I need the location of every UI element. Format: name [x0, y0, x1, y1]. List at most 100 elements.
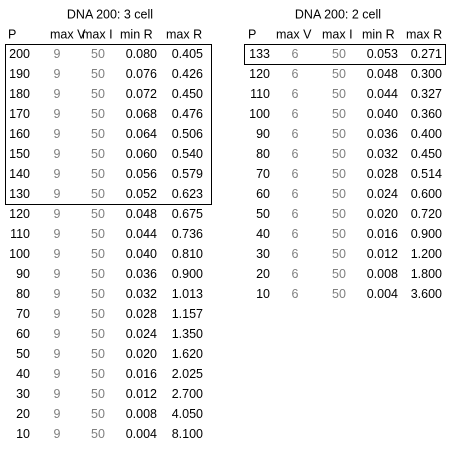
cell: 90: [256, 127, 270, 141]
cell: 0.900: [411, 227, 442, 241]
cell: 8.100: [172, 427, 203, 441]
cell: 9: [54, 187, 61, 201]
cell: 1.157: [172, 307, 203, 321]
cell: 0.476: [172, 107, 203, 121]
cell: 200: [9, 47, 30, 61]
cell: 190: [9, 67, 30, 81]
cell: 0.060: [126, 147, 157, 161]
cell: 0.072: [126, 87, 157, 101]
cell: 0.028: [126, 307, 157, 321]
cell: 0.506: [172, 127, 203, 141]
cell: 0.044: [126, 227, 157, 241]
cell: 9: [54, 327, 61, 341]
cell: 50: [91, 387, 105, 401]
cell: 50: [91, 127, 105, 141]
cell: 0.300: [411, 67, 442, 81]
cell: 140: [9, 167, 30, 181]
cell: 6: [292, 287, 299, 301]
cell: 0.623: [172, 187, 203, 201]
cell: 50: [91, 247, 105, 261]
column-header: max R: [166, 27, 202, 41]
cell: 100: [9, 247, 30, 261]
cell: 0.044: [367, 87, 398, 101]
cell: 6: [292, 87, 299, 101]
cell: 50: [91, 287, 105, 301]
cell: 50: [91, 107, 105, 121]
cell: 0.540: [172, 147, 203, 161]
cell: 0.032: [126, 287, 157, 301]
highlight-box: [244, 44, 446, 65]
cell: 0.400: [411, 127, 442, 141]
cell: 50: [332, 87, 346, 101]
cell: 1.350: [172, 327, 203, 341]
cell: 110: [10, 227, 30, 241]
cell: 0.036: [126, 267, 157, 281]
cell: 0.076: [126, 67, 157, 81]
cell: 50: [91, 207, 105, 221]
cell: 50: [91, 327, 105, 341]
cell: 0.032: [367, 147, 398, 161]
cell: 0.426: [172, 67, 203, 81]
cell: 10: [16, 427, 30, 441]
cell: 50: [91, 347, 105, 361]
cell: 120: [249, 67, 270, 81]
cell: 0.020: [367, 207, 398, 221]
cell: 10: [256, 287, 270, 301]
cell: 0.271: [411, 47, 442, 61]
cell: 20: [256, 267, 270, 281]
table-title: DNA 200: 2 cell: [295, 7, 381, 21]
cell: 30: [256, 247, 270, 261]
cell: 1.620: [172, 347, 203, 361]
cell: 50: [91, 147, 105, 161]
cell: 0.405: [172, 47, 203, 61]
cell: 50: [91, 87, 105, 101]
cell: 0.064: [126, 127, 157, 141]
cell: 110: [250, 87, 270, 101]
cell: 50: [91, 227, 105, 241]
cell: 50: [332, 267, 346, 281]
cell: 9: [54, 347, 61, 361]
cell: 50: [332, 227, 346, 241]
cell: 160: [9, 127, 30, 141]
cell: 6: [292, 47, 299, 61]
cell: 50: [332, 127, 346, 141]
cell: 6: [292, 147, 299, 161]
cell: 0.736: [172, 227, 203, 241]
cell: 9: [54, 207, 61, 221]
cell: 9: [54, 287, 61, 301]
cell: 9: [54, 167, 61, 181]
cell: 50: [16, 347, 30, 361]
cell: 50: [332, 107, 346, 121]
cell: 180: [9, 87, 30, 101]
cell: 50: [332, 167, 346, 181]
column-header: P: [8, 27, 16, 41]
cell: 60: [16, 327, 30, 341]
cell: 70: [256, 167, 270, 181]
cell: 50: [332, 207, 346, 221]
cell: 1.200: [411, 247, 442, 261]
cell: 6: [292, 227, 299, 241]
cell: 0.048: [367, 67, 398, 81]
cell: 6: [292, 127, 299, 141]
cell: 6: [292, 167, 299, 181]
cell: 0.514: [411, 167, 442, 181]
cell: 60: [256, 187, 270, 201]
cell: 9: [54, 127, 61, 141]
cell: 50: [91, 267, 105, 281]
cell: 9: [54, 47, 61, 61]
cell: 9: [54, 307, 61, 321]
cell: 0.327: [411, 87, 442, 101]
cell: 9: [54, 247, 61, 261]
cell: 0.016: [126, 367, 157, 381]
cell: 0.012: [126, 387, 157, 401]
cell: 4.050: [172, 407, 203, 421]
cell: 6: [292, 247, 299, 261]
cell: 6: [292, 67, 299, 81]
cell: 50: [332, 187, 346, 201]
cell: 6: [292, 107, 299, 121]
cell: 50: [332, 67, 346, 81]
cell: 50: [91, 307, 105, 321]
cell: 0.450: [172, 87, 203, 101]
cell: 0.360: [411, 107, 442, 121]
